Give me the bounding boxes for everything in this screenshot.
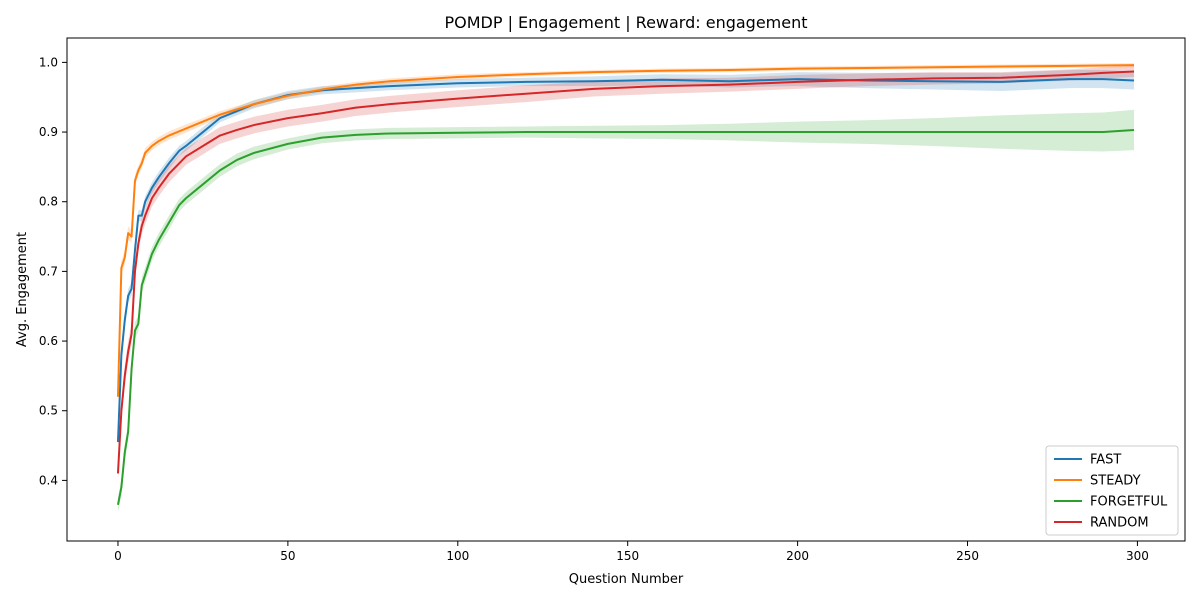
x-tick-label: 300 xyxy=(1126,549,1149,563)
y-axis-label: Avg. Engagement xyxy=(15,232,30,347)
plot-area xyxy=(116,63,1135,512)
forgetful-line xyxy=(116,128,1135,505)
y-tick-label: 0.6 xyxy=(39,334,58,348)
x-tick-label: 150 xyxy=(616,549,639,563)
x-tick-label: 200 xyxy=(786,549,809,563)
y-tick-label: 0.4 xyxy=(39,473,58,487)
y-tick-label: 0.8 xyxy=(39,195,58,209)
x-tick-label: 0 xyxy=(114,549,122,563)
legend-label-forgetful: FORGETFUL xyxy=(1090,495,1168,510)
legend-box xyxy=(1045,445,1179,536)
forgetful-band xyxy=(117,109,1135,512)
legend-label-steady: STEADY xyxy=(1090,474,1141,489)
x-axis: 0 50 100 150 200 250 300 xyxy=(114,541,1149,563)
chart-title: POMDP | Engagement | Reward: engagement xyxy=(444,13,807,32)
y-tick-label: 0.5 xyxy=(39,404,58,418)
x-tick-label: 250 xyxy=(956,549,979,563)
legend: FAST STEADY FORGETFUL RANDOM xyxy=(1045,445,1179,536)
axes-frame xyxy=(66,37,1186,542)
legend-label-fast: FAST xyxy=(1090,453,1121,468)
y-tick-label: 0.9 xyxy=(39,125,58,139)
x-tick-label: 50 xyxy=(280,549,295,563)
steady-line xyxy=(116,64,1135,397)
random-line xyxy=(116,70,1135,474)
x-tick-label: 100 xyxy=(446,549,469,563)
y-axis: 0.4 0.5 0.6 0.7 0.8 0.9 1.0 xyxy=(39,55,67,487)
y-tick-label: 1.0 xyxy=(39,55,58,69)
x-axis-label: Question Number xyxy=(569,572,684,587)
legend-label-random: RANDOM xyxy=(1090,516,1149,531)
y-tick-label: 0.7 xyxy=(39,264,58,278)
